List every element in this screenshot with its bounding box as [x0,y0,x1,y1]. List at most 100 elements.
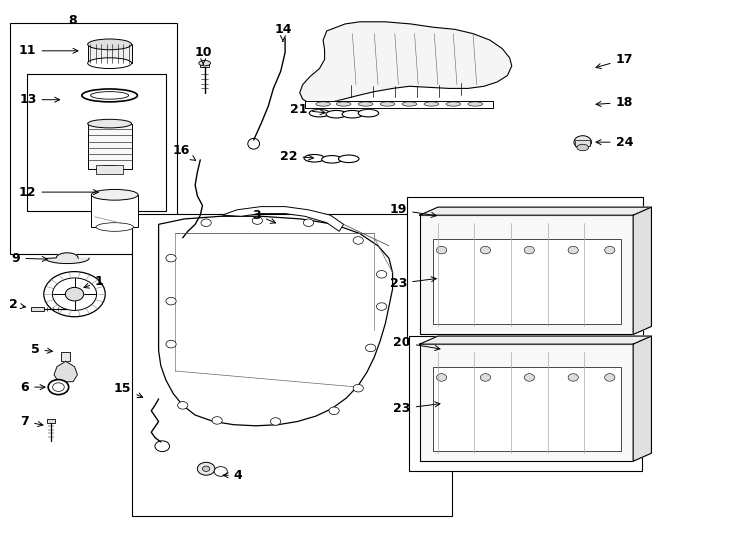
Bar [410,335,642,471]
Circle shape [178,402,188,409]
Ellipse shape [203,466,210,471]
Text: 5: 5 [31,343,52,356]
Ellipse shape [304,154,324,162]
Circle shape [353,237,363,244]
Circle shape [366,344,376,352]
Polygon shape [420,336,652,344]
Text: 13: 13 [19,93,59,106]
Text: 10: 10 [195,46,212,64]
Circle shape [270,418,280,426]
Circle shape [166,298,176,305]
Polygon shape [420,207,652,215]
Text: 23: 23 [393,402,440,415]
Bar [10,23,177,254]
Circle shape [377,303,387,310]
Polygon shape [54,361,77,382]
Circle shape [212,417,222,424]
Bar [420,344,633,461]
Circle shape [329,407,339,415]
Text: 22: 22 [280,150,313,163]
Polygon shape [299,22,512,105]
Circle shape [52,278,97,310]
Text: 2: 2 [9,299,26,312]
Circle shape [605,374,615,381]
Text: 20: 20 [393,336,440,350]
Circle shape [480,246,490,254]
Bar [407,198,643,343]
Ellipse shape [358,110,379,117]
Ellipse shape [91,190,138,200]
Text: 21: 21 [289,103,325,117]
Polygon shape [633,336,652,461]
Circle shape [437,374,447,381]
Polygon shape [633,207,652,334]
Circle shape [65,287,84,301]
Polygon shape [46,253,89,264]
Text: 11: 11 [19,44,78,57]
Ellipse shape [402,102,417,106]
Ellipse shape [87,39,131,50]
Bar [420,215,633,334]
Circle shape [44,272,105,317]
Text: 8: 8 [68,14,76,26]
Ellipse shape [321,156,342,163]
Ellipse shape [309,110,330,117]
Ellipse shape [87,58,131,69]
Ellipse shape [81,89,137,102]
Bar [48,420,55,423]
Bar [91,195,138,227]
Ellipse shape [199,60,211,66]
Ellipse shape [326,111,346,118]
Circle shape [53,383,65,391]
Ellipse shape [468,102,482,106]
Polygon shape [305,101,493,108]
Text: 12: 12 [19,186,98,199]
Circle shape [197,462,215,475]
Ellipse shape [338,155,359,163]
Ellipse shape [446,102,461,106]
Circle shape [568,374,578,381]
Text: 18: 18 [596,96,633,109]
Text: 16: 16 [172,144,196,160]
Circle shape [437,246,447,254]
Circle shape [175,237,193,249]
Circle shape [605,246,615,254]
Circle shape [166,340,176,348]
Circle shape [303,219,313,226]
Text: 19: 19 [390,204,436,218]
Circle shape [353,384,363,392]
Text: 4: 4 [223,469,243,482]
Ellipse shape [316,102,330,106]
Bar [575,140,590,146]
Text: 1: 1 [84,275,103,288]
Polygon shape [222,207,344,231]
Text: 7: 7 [21,415,43,428]
Text: 17: 17 [596,53,633,69]
Ellipse shape [380,102,395,106]
Circle shape [201,219,211,226]
Ellipse shape [248,138,260,149]
Bar [27,74,166,211]
Bar [31,307,44,311]
Ellipse shape [90,92,128,99]
Circle shape [524,246,534,254]
Circle shape [524,374,534,381]
Circle shape [377,271,387,278]
Text: 15: 15 [114,382,142,397]
Circle shape [48,380,69,395]
Circle shape [166,254,176,262]
Text: 3: 3 [252,208,276,224]
Bar [131,214,452,516]
Ellipse shape [87,119,131,128]
Text: 6: 6 [21,381,45,394]
Circle shape [568,246,578,254]
Circle shape [214,467,228,476]
Circle shape [574,136,592,148]
Bar [87,124,131,169]
Bar [433,239,621,323]
Bar [433,367,621,450]
Ellipse shape [96,166,123,173]
Bar [87,44,131,63]
Ellipse shape [96,222,134,231]
Ellipse shape [358,102,373,106]
